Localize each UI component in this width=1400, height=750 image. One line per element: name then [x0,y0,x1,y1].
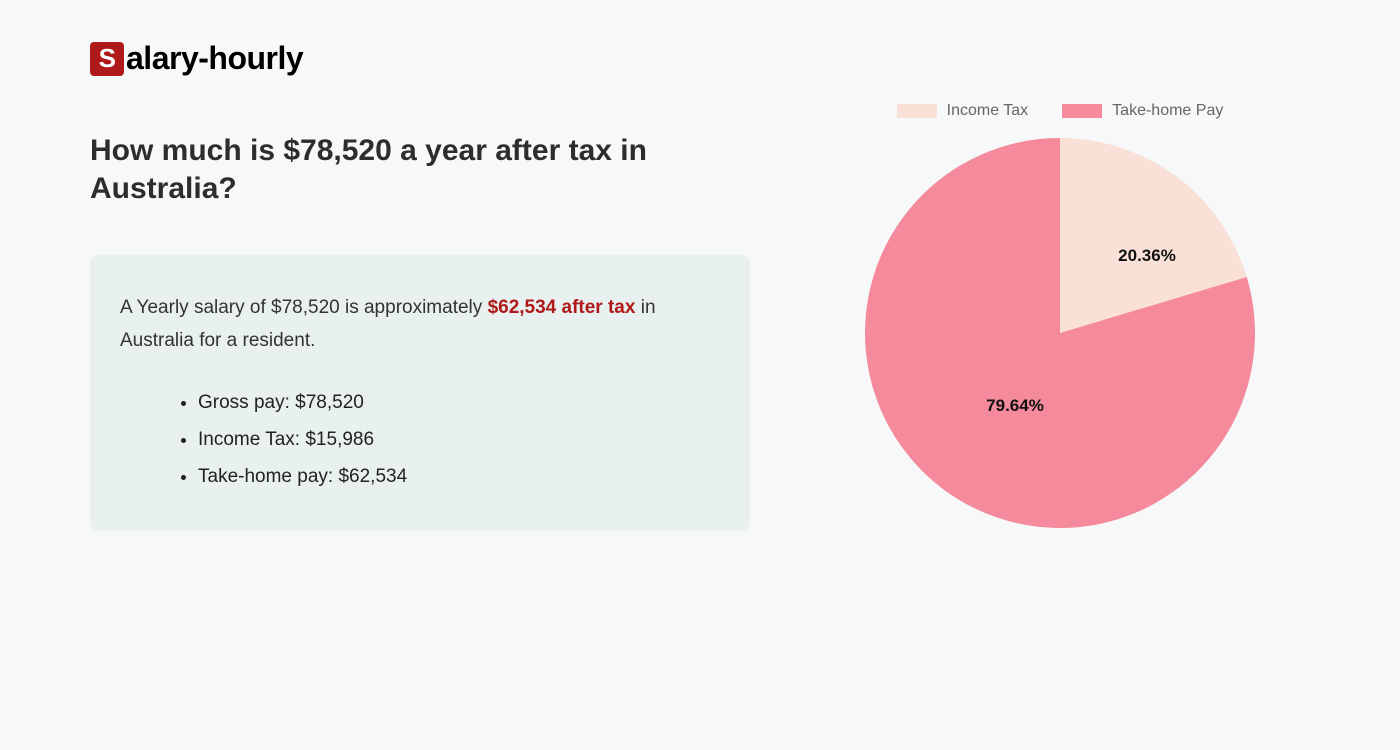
chart-legend: Income Tax Take-home Pay [897,102,1224,120]
pie-svg [865,138,1255,528]
bullet-take-home-pay: Take-home pay: $62,534 [198,458,720,495]
pie-label-take-home: 79.64% [986,396,1044,416]
legend-swatch-income-tax [897,104,937,118]
chart-column: Income Tax Take-home Pay 20.36% 79.64% [810,102,1310,528]
pie-chart: 20.36% 79.64% [865,138,1255,528]
summary-highlight: $62,534 after tax [488,297,636,318]
bullet-income-tax: Income Tax: $15,986 [198,421,720,458]
content-row: How much is $78,520 a year after tax in … [90,132,1310,531]
page: Salary-hourly How much is $78,520 a year… [0,0,1400,531]
site-logo: Salary-hourly [90,40,1310,77]
legend-label-income-tax: Income Tax [947,102,1029,120]
page-heading: How much is $78,520 a year after tax in … [90,132,750,207]
summary-prefix: A Yearly salary of $78,520 is approximat… [120,297,488,318]
summary-box: A Yearly salary of $78,520 is approximat… [90,255,750,531]
legend-label-take-home: Take-home Pay [1112,102,1223,120]
pie-label-income-tax: 20.36% [1118,246,1176,266]
logo-text: alary-hourly [126,40,303,77]
logo-badge: S [90,42,124,76]
summary-text: A Yearly salary of $78,520 is approximat… [120,291,720,358]
left-column: How much is $78,520 a year after tax in … [90,132,750,531]
legend-item-income-tax: Income Tax [897,102,1029,120]
legend-item-take-home: Take-home Pay [1062,102,1223,120]
summary-list: Gross pay: $78,520 Income Tax: $15,986 T… [120,384,720,495]
bullet-gross-pay: Gross pay: $78,520 [198,384,720,421]
legend-swatch-take-home [1062,104,1102,118]
